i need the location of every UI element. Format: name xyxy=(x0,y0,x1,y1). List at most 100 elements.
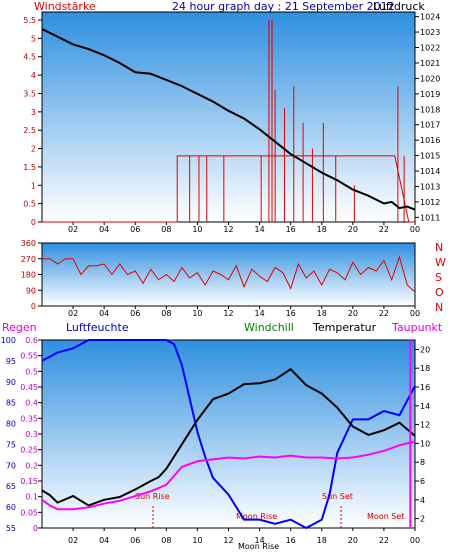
x-tick-label: 00 xyxy=(410,536,420,545)
x-tick-label: 16 xyxy=(286,536,296,545)
label-regen: Regen xyxy=(2,321,37,334)
y-tick-label-humidity: 95 xyxy=(6,357,16,366)
header-luftdruck: Luftdruck xyxy=(373,0,425,13)
y-tick-label-temperature: 14 xyxy=(420,402,430,411)
panel-humidity-temperature xyxy=(41,339,416,529)
x-tick-label: 00 xyxy=(410,309,420,318)
y-tick-label-wind: 2.5 xyxy=(23,126,36,135)
direction-label-s: S xyxy=(435,271,442,284)
direction-label-o: O xyxy=(435,286,444,299)
x-tick-label: 18 xyxy=(317,309,327,318)
y-tick-label-wind: 4.5 xyxy=(23,53,36,62)
y-tick-label-pressure: 1015 xyxy=(420,152,440,161)
x-tick-label: 08 xyxy=(161,536,171,545)
y-tick-label-humidity: 75 xyxy=(6,440,16,449)
x-tick-label: 14 xyxy=(254,225,264,234)
panel-wind-pressure xyxy=(41,11,416,223)
wind-direction-line xyxy=(42,255,416,293)
x-tick-label: 08 xyxy=(161,309,171,318)
y-tick-label-wind: 4 xyxy=(31,71,36,80)
y-tick-label-rain: 0.15 xyxy=(20,477,38,486)
panel-wind-direction xyxy=(41,242,416,307)
y-tick-label-pressure: 1018 xyxy=(420,105,440,114)
direction-label-n2: N xyxy=(435,301,443,314)
x-tick-label: 04 xyxy=(99,536,109,545)
y-tick-label-humidity: 85 xyxy=(6,399,16,408)
x-tick-label: 08 xyxy=(161,225,171,234)
y-tick-label-rain: 0.35 xyxy=(20,414,38,423)
annotation-sun-set: Sun Set xyxy=(322,492,353,501)
y-tick-label-wind: 2 xyxy=(31,145,36,154)
x-tick-label: 06 xyxy=(130,536,140,545)
y-tick-label-wind: 5.5 xyxy=(23,16,36,25)
x-tick-label: 20 xyxy=(348,225,358,234)
y-tick-label-rain: 0.5 xyxy=(25,367,38,376)
y-tick-label-pressure: 1014 xyxy=(420,167,440,176)
x-tick-label: 12 xyxy=(223,309,233,318)
y-tick-label-pressure: 1013 xyxy=(420,182,440,191)
x-tick-label: 10 xyxy=(192,309,202,318)
y-tick-label-wind: 0.5 xyxy=(23,200,36,209)
x-tick-label: 10 xyxy=(192,536,202,545)
y-tick-label-pressure: 1011 xyxy=(420,213,440,222)
y-tick-label-direction: 360 xyxy=(21,239,36,248)
direction-label-n: N xyxy=(435,241,443,254)
y-tick-label-temperature: 12 xyxy=(420,421,430,430)
y-tick-label-pressure: 1023 xyxy=(420,28,440,37)
y-tick-label-rain: 0.25 xyxy=(20,446,38,455)
label-temperatur: Temperatur xyxy=(312,321,377,334)
y-tick-label-temperature: 4 xyxy=(420,496,425,505)
y-tick-label-wind: 5 xyxy=(31,34,36,43)
y-tick-label-temperature: 10 xyxy=(420,439,430,448)
x-tick-label: 00 xyxy=(410,225,420,234)
y-tick-label-humidity: 90 xyxy=(6,378,16,387)
y-tick-label-temperature: 8 xyxy=(420,458,425,467)
y-tick-label-temperature: 20 xyxy=(420,345,430,354)
humidity-line xyxy=(41,339,416,530)
y-tick-label-rain: 0.05 xyxy=(20,508,38,517)
x-tick-label: 16 xyxy=(286,225,296,234)
temperature-line xyxy=(41,367,416,507)
header-title: 24 hour graph day : 21 September 2012 xyxy=(172,0,395,13)
y-tick-label-direction: 0 xyxy=(31,302,36,311)
label-windchill: Windchill xyxy=(244,321,294,334)
y-tick-label-direction: 90 xyxy=(26,286,36,295)
annotation-sun-rise: Sun Rise xyxy=(135,492,170,501)
x-tick-label: 02 xyxy=(68,225,78,234)
y-tick-label-pressure: 1019 xyxy=(420,90,440,99)
y-tick-label-pressure: 1020 xyxy=(420,74,440,83)
x-tick-label: 04 xyxy=(99,225,109,234)
y-tick-label-pressure: 1021 xyxy=(420,59,440,68)
x-tick-label: 14 xyxy=(254,309,264,318)
label-taupunkt: Taupunkt xyxy=(391,321,443,334)
y-tick-label-temperature: 16 xyxy=(420,383,430,392)
x-tick-label: 06 xyxy=(130,309,140,318)
dewpoint-line xyxy=(41,440,416,511)
y-tick-label-direction: 270 xyxy=(21,255,36,264)
x-tick-label: 14 xyxy=(254,536,264,545)
direction-label-w: W xyxy=(435,256,446,269)
y-tick-label-pressure: 1024 xyxy=(420,13,440,22)
y-tick-label-wind: 1.5 xyxy=(23,163,36,172)
y-tick-label-temperature: 18 xyxy=(420,364,430,373)
x-tick-label: 02 xyxy=(68,309,78,318)
y-tick-label-rain: 0.4 xyxy=(25,399,38,408)
y-tick-label-rain: 0.6 xyxy=(25,336,38,345)
x-tick-label: 12 xyxy=(223,225,233,234)
y-tick-label-humidity: 80 xyxy=(6,420,16,429)
y-tick-label-pressure: 1022 xyxy=(420,44,440,53)
x-tick-label: 04 xyxy=(99,309,109,318)
annotation-moon-set: Moon Set xyxy=(367,512,404,521)
y-tick-label-humidity: 70 xyxy=(6,461,16,470)
x-tick-label: 12 xyxy=(223,536,233,545)
y-tick-label-wind: 0 xyxy=(31,218,36,227)
y-tick-label-humidity: 100 xyxy=(1,336,16,345)
x-tick-label: 18 xyxy=(317,225,327,234)
y-tick-label-rain: 0 xyxy=(33,524,38,533)
x-tick-label: 20 xyxy=(348,309,358,318)
y-tick-label-humidity: 55 xyxy=(6,524,16,533)
x-tick-label: 22 xyxy=(379,309,389,318)
y-tick-label-humidity: 65 xyxy=(6,482,16,491)
